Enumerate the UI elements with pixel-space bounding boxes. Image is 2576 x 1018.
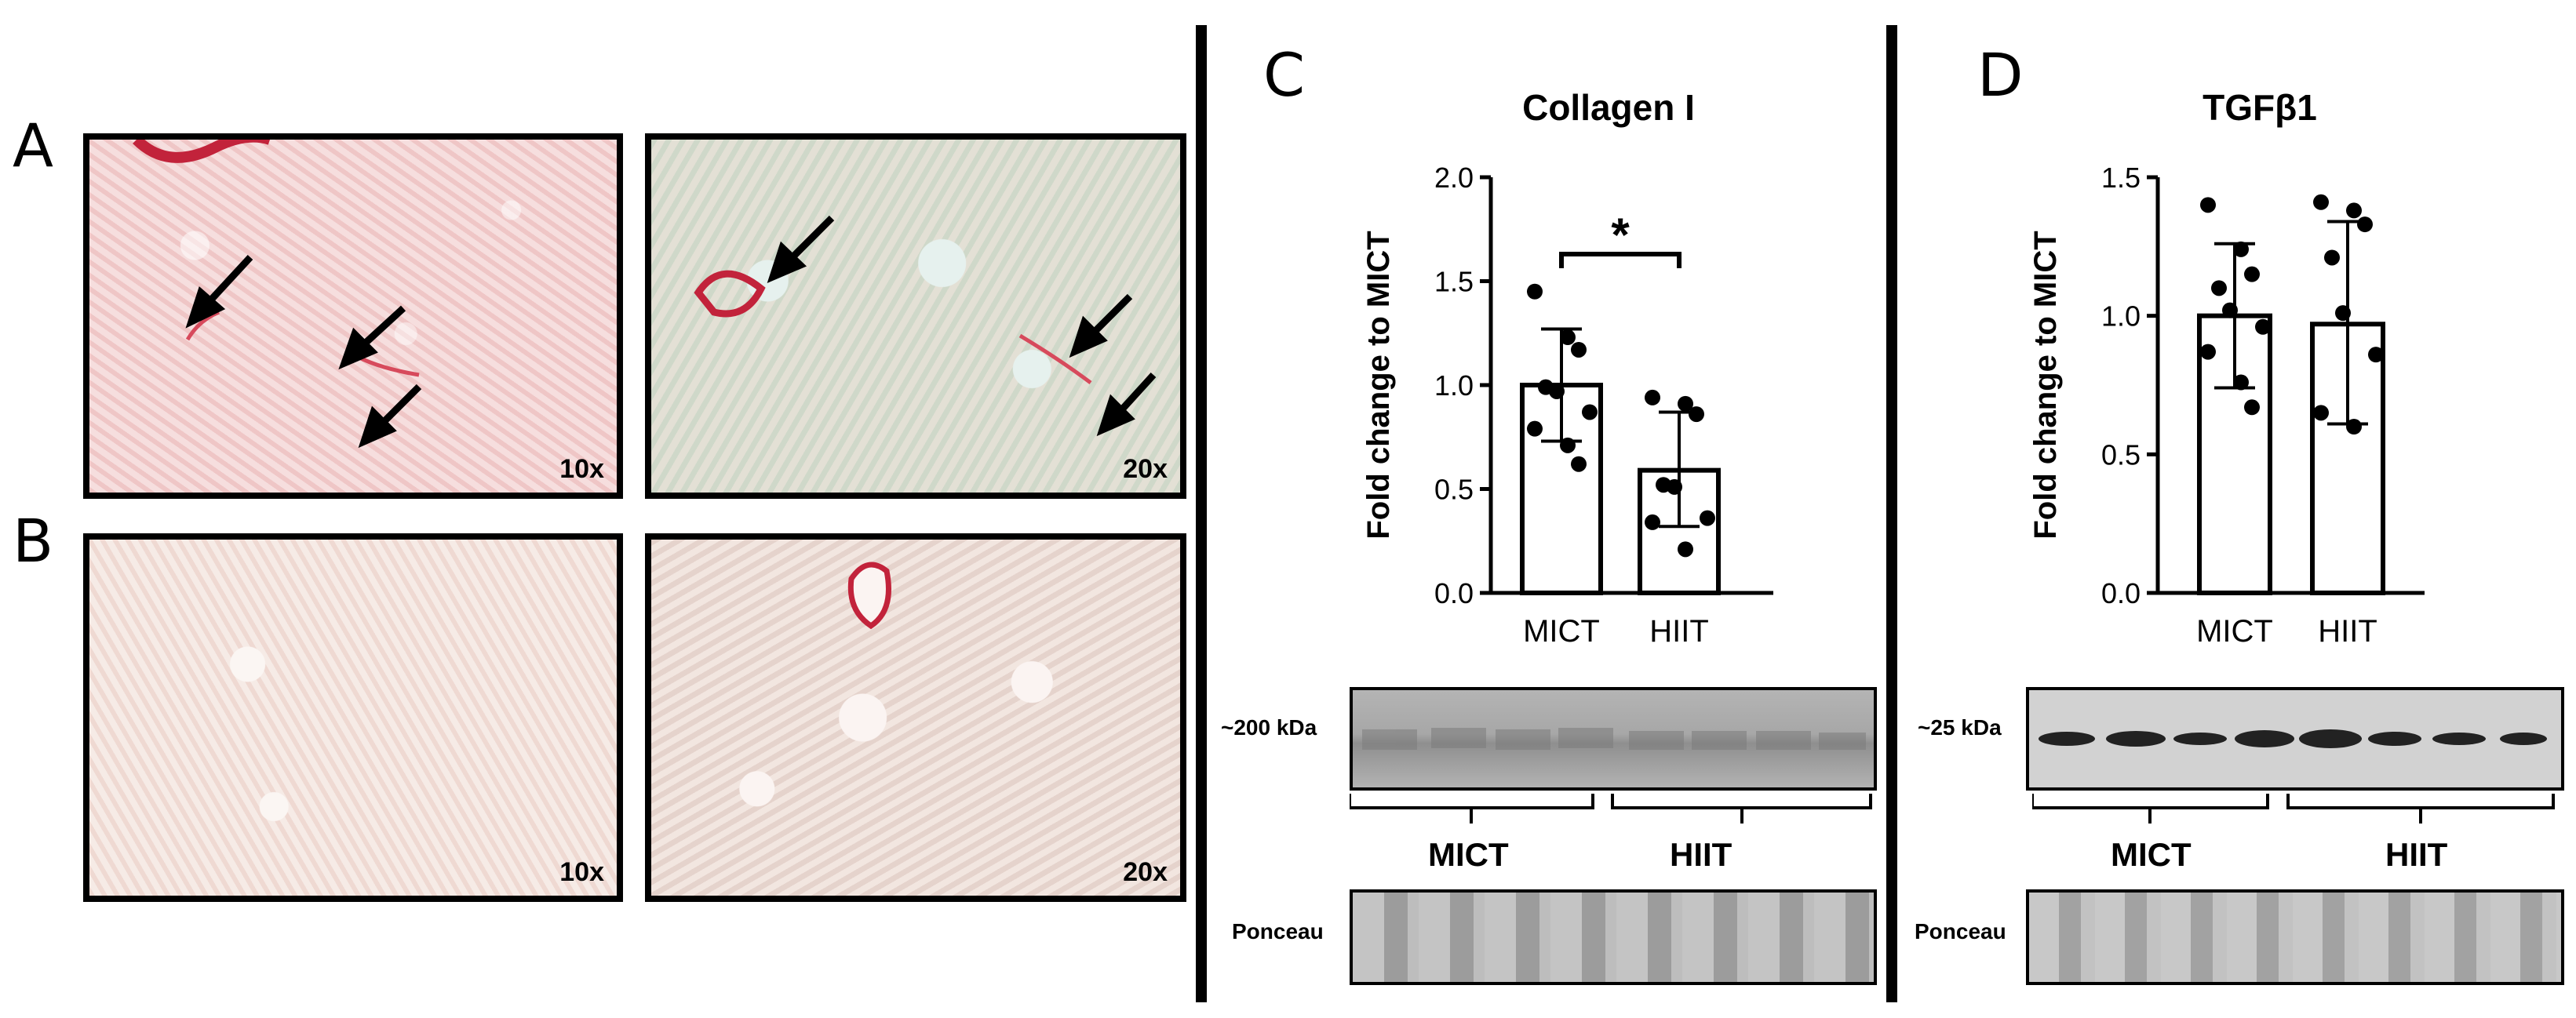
significance-bracket — [1559, 252, 1682, 269]
x-tick-label: MICT — [2196, 614, 2273, 649]
data-point — [1549, 383, 1565, 399]
arrows-overlay — [694, 215, 1157, 437]
data-point — [2346, 202, 2362, 219]
y-axis-label: Fold change to MICT — [2028, 231, 2063, 539]
data-point — [1571, 341, 1587, 358]
y-tick-label: 0.5 — [2101, 438, 2141, 471]
micrograph-b-20x: 20x — [645, 533, 1186, 902]
data-point — [1645, 514, 1660, 530]
data-point — [1678, 541, 1693, 558]
data-point — [1645, 389, 1660, 405]
magnification-label: 10x — [559, 454, 604, 484]
y-tick-label: 1.0 — [2101, 300, 2141, 333]
group-brackets — [2032, 794, 2555, 823]
data-point — [2233, 374, 2249, 391]
significance-star: * — [1611, 209, 1630, 261]
data-point — [1582, 404, 1598, 420]
y-tick-label: 0.0 — [1434, 577, 1474, 609]
collagen-ponceau — [1350, 889, 1877, 985]
panel-label-b: B — [13, 506, 54, 576]
data-point — [2200, 344, 2216, 360]
data-point — [1667, 478, 1682, 495]
data-point — [2255, 318, 2271, 335]
micrograph-a-20x: 20x — [645, 133, 1186, 499]
micrograph-b-10x: 10x — [83, 533, 623, 902]
group-label-hiit: HIIT — [1670, 836, 1733, 873]
y-tick-label: 0.0 — [2101, 577, 2141, 609]
collagen-blot — [1350, 687, 1877, 791]
y-tick-label: 2.0 — [1434, 162, 1474, 194]
collagen-bar-chart: Fold change to MICT 0.0 0.5 1.0 1.5 2.0 MICT HI… — [1361, 162, 1773, 649]
magnification-label: 20x — [1123, 454, 1168, 484]
data-point — [2357, 216, 2373, 233]
data-point — [2313, 194, 2329, 210]
arrows-overlay — [133, 140, 422, 449]
x-tick-label: HIIT — [1649, 614, 1709, 649]
chart-title-tgfb: TGFβ1 — [2203, 87, 2317, 128]
data-point — [1689, 406, 1704, 423]
ponceau-label: Ponceau — [1232, 919, 1324, 943]
data-point — [2222, 302, 2238, 318]
y-tick-label: 1.5 — [1434, 266, 1474, 298]
vessel-overlay — [847, 562, 891, 630]
group-label-hiit: HIIT — [2385, 836, 2448, 873]
data-point — [2335, 305, 2351, 322]
y-axis-label: Fold change to MICT — [1361, 231, 1396, 539]
blot-size-label: ~200 kDa — [1221, 715, 1317, 740]
data-point — [1560, 329, 1576, 346]
magnification-label: 20x — [1123, 857, 1168, 887]
data-point — [2244, 399, 2260, 416]
panel-label-d: D — [1977, 40, 2024, 110]
data-point — [1678, 395, 1693, 412]
x-tick-label: HIIT — [2318, 614, 2377, 649]
data-point — [1560, 437, 1576, 453]
data-point — [2211, 280, 2227, 296]
x-tick-label: MICT — [1523, 614, 1600, 649]
panel-label-a: A — [13, 111, 53, 180]
y-tick-label: 0.5 — [1434, 474, 1474, 506]
y-tick-label: 1.5 — [2101, 162, 2141, 194]
micrograph-a-10x: 10x — [83, 133, 623, 499]
ponceau-label: Ponceau — [1915, 919, 2006, 943]
data-point — [2244, 266, 2260, 282]
data-point — [1700, 510, 1715, 526]
panel-label-c: C — [1263, 40, 1306, 110]
data-point — [1527, 283, 1543, 300]
data-point — [2233, 241, 2249, 257]
data-point — [2313, 405, 2329, 421]
data-point — [2346, 419, 2362, 434]
magnification-label: 10x — [559, 857, 604, 887]
blot-size-label: ~25 kDa — [1918, 715, 2002, 740]
group-label-mict: MICT — [1428, 836, 1509, 873]
y-tick-label: 1.0 — [1434, 369, 1474, 402]
data-point — [1527, 420, 1543, 437]
data-point — [2368, 347, 2384, 363]
divider-left — [1196, 25, 1207, 1002]
data-point — [2324, 249, 2340, 266]
tgfb-bar-chart: Fold change to MICT 0.0 0.5 1.0 1.5 MICT HIIT — [2028, 162, 2425, 649]
data-point — [1571, 456, 1587, 472]
group-label-mict: MICT — [2111, 836, 2192, 873]
tgfb-ponceau — [2026, 889, 2564, 985]
divider-right — [1886, 25, 1897, 1002]
data-point — [2200, 197, 2216, 213]
tgfb-blot — [2026, 687, 2564, 791]
chart-title-collagen: Collagen I — [1522, 87, 1695, 128]
group-brackets — [1350, 794, 1872, 823]
